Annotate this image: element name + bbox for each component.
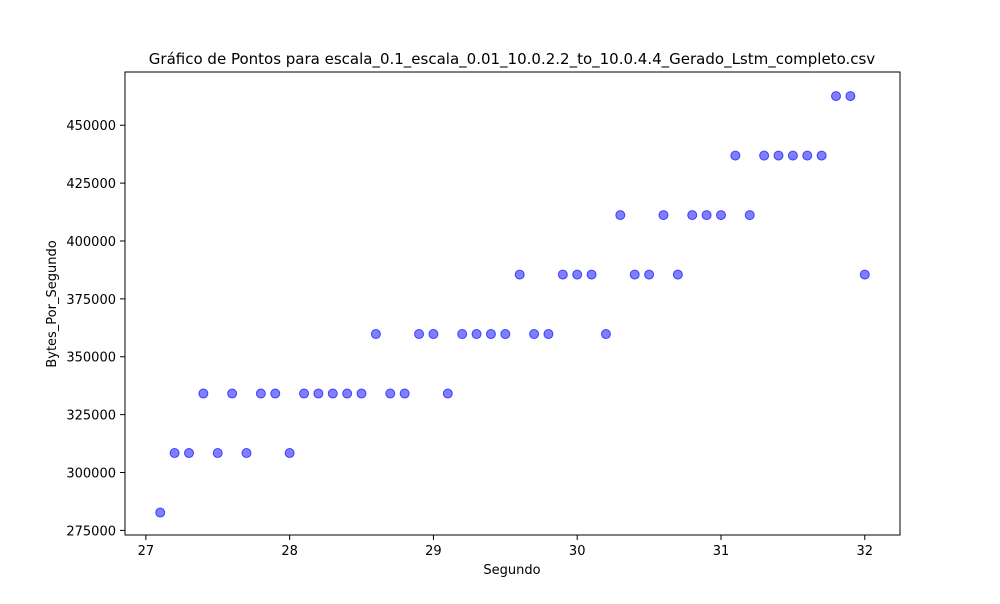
data-point — [629, 269, 640, 280]
data-point — [227, 388, 238, 399]
data-point — [414, 329, 425, 340]
y-tick-label: 300000 — [66, 466, 116, 481]
plot-frame — [124, 71, 901, 536]
x-tick-label: 27 — [138, 544, 155, 559]
data-point — [370, 329, 381, 340]
data-point — [255, 388, 266, 399]
y-axis-label: Bytes_Por_Segundo — [45, 240, 60, 367]
data-point — [385, 388, 396, 399]
data-point — [787, 150, 798, 161]
data-point — [543, 329, 554, 340]
data-point — [672, 269, 683, 280]
data-point — [428, 329, 439, 340]
x-tick-label: 29 — [425, 544, 442, 559]
data-point — [327, 388, 338, 399]
data-point — [457, 329, 468, 340]
data-point — [859, 269, 870, 280]
chart-title: Gráfico de Pontos para escala_0.1_escala… — [149, 50, 876, 69]
data-point — [744, 210, 755, 221]
data-point — [356, 388, 367, 399]
data-point — [615, 210, 626, 221]
data-point — [442, 388, 453, 399]
data-point — [586, 269, 597, 280]
data-point — [802, 150, 813, 161]
y-tick-label: 425000 — [66, 177, 116, 192]
data-point — [284, 448, 295, 459]
x-tick-label: 30 — [569, 544, 586, 559]
data-point — [701, 210, 712, 221]
x-tick-label: 28 — [281, 544, 298, 559]
data-point — [658, 210, 669, 221]
y-tick-label: 350000 — [66, 351, 116, 366]
data-point — [730, 150, 741, 161]
data-point — [759, 150, 770, 161]
data-point — [831, 91, 842, 102]
y-tick-label: 275000 — [66, 524, 116, 539]
data-point — [687, 210, 698, 221]
data-point — [183, 448, 194, 459]
y-tick-label: 450000 — [66, 119, 116, 134]
data-point — [773, 150, 784, 161]
data-point — [399, 388, 410, 399]
x-tick-label: 32 — [856, 544, 873, 559]
data-point — [270, 388, 281, 399]
data-point — [155, 507, 166, 518]
data-point — [342, 388, 353, 399]
y-tick-label: 375000 — [66, 293, 116, 308]
data-point — [212, 448, 223, 459]
x-tick-label: 31 — [713, 544, 730, 559]
data-point — [198, 388, 209, 399]
data-point — [557, 269, 568, 280]
data-point — [600, 329, 611, 340]
y-axis-ticks: 275000 300000 325000 350000 375000 400000 4250… — [66, 119, 125, 539]
data-point — [845, 91, 856, 102]
data-point — [241, 448, 252, 459]
y-tick-label: 325000 — [66, 409, 116, 424]
x-axis-ticks: 27 28 29 30 31 32 — [138, 535, 873, 559]
data-point — [169, 448, 180, 459]
data-point — [572, 269, 583, 280]
data-point — [485, 329, 496, 340]
data-point — [313, 388, 324, 399]
data-points — [155, 91, 870, 518]
y-tick-label: 400000 — [66, 235, 116, 250]
data-point — [500, 329, 511, 340]
x-axis-label: Segundo — [483, 563, 540, 578]
data-point — [529, 329, 540, 340]
data-point — [816, 150, 827, 161]
data-point — [514, 269, 525, 280]
data-point — [715, 210, 726, 221]
data-point — [299, 388, 310, 399]
data-point — [644, 269, 655, 280]
data-point — [471, 329, 482, 340]
